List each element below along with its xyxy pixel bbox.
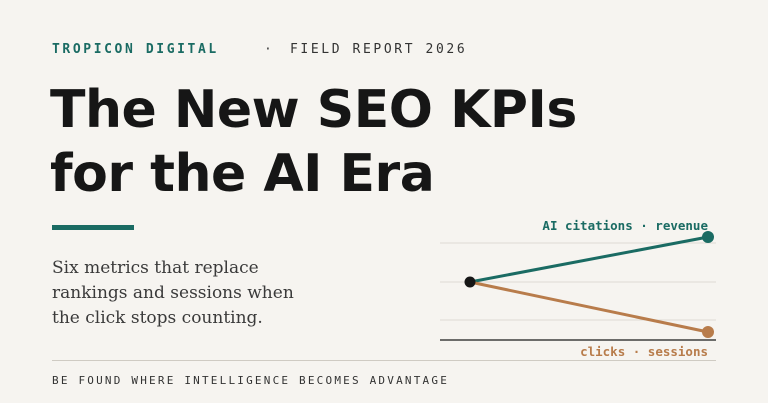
falling-label: clicks · sessions: [580, 344, 708, 359]
eyebrow: TROPICON DIGITAL · FIELD REPORT 2026: [52, 42, 465, 57]
report-label: FIELD REPORT 2026: [290, 42, 468, 57]
origin-dot: [464, 276, 476, 288]
title-line-2: for the AI Era: [50, 144, 435, 204]
rising-line: [469, 235, 709, 284]
falling-end-dot: [702, 326, 714, 338]
subtitle: Six metrics that replace rankings and se…: [52, 256, 332, 331]
title-line-1: The New SEO KPIs: [50, 80, 577, 140]
footer-divider: [52, 360, 716, 361]
accent-bar: [52, 225, 134, 230]
subtitle-line-1: Six metrics that replace: [52, 258, 259, 278]
page-title: The New SEO KPIs for the AI Era: [50, 78, 577, 206]
footer-tagline: BE FOUND WHERE INTELLIGENCE BECOMES ADVA…: [52, 374, 450, 387]
falling-line: [469, 280, 709, 334]
brand-name: TROPICON DIGITAL: [52, 42, 219, 57]
eyebrow-separator: ·: [264, 42, 275, 57]
subtitle-line-2: rankings and sessions when: [52, 283, 294, 303]
rising-label: AI citations · revenue: [542, 218, 708, 233]
subtitle-line-3: the click stops counting.: [52, 308, 263, 328]
rising-end-dot: [702, 231, 714, 243]
